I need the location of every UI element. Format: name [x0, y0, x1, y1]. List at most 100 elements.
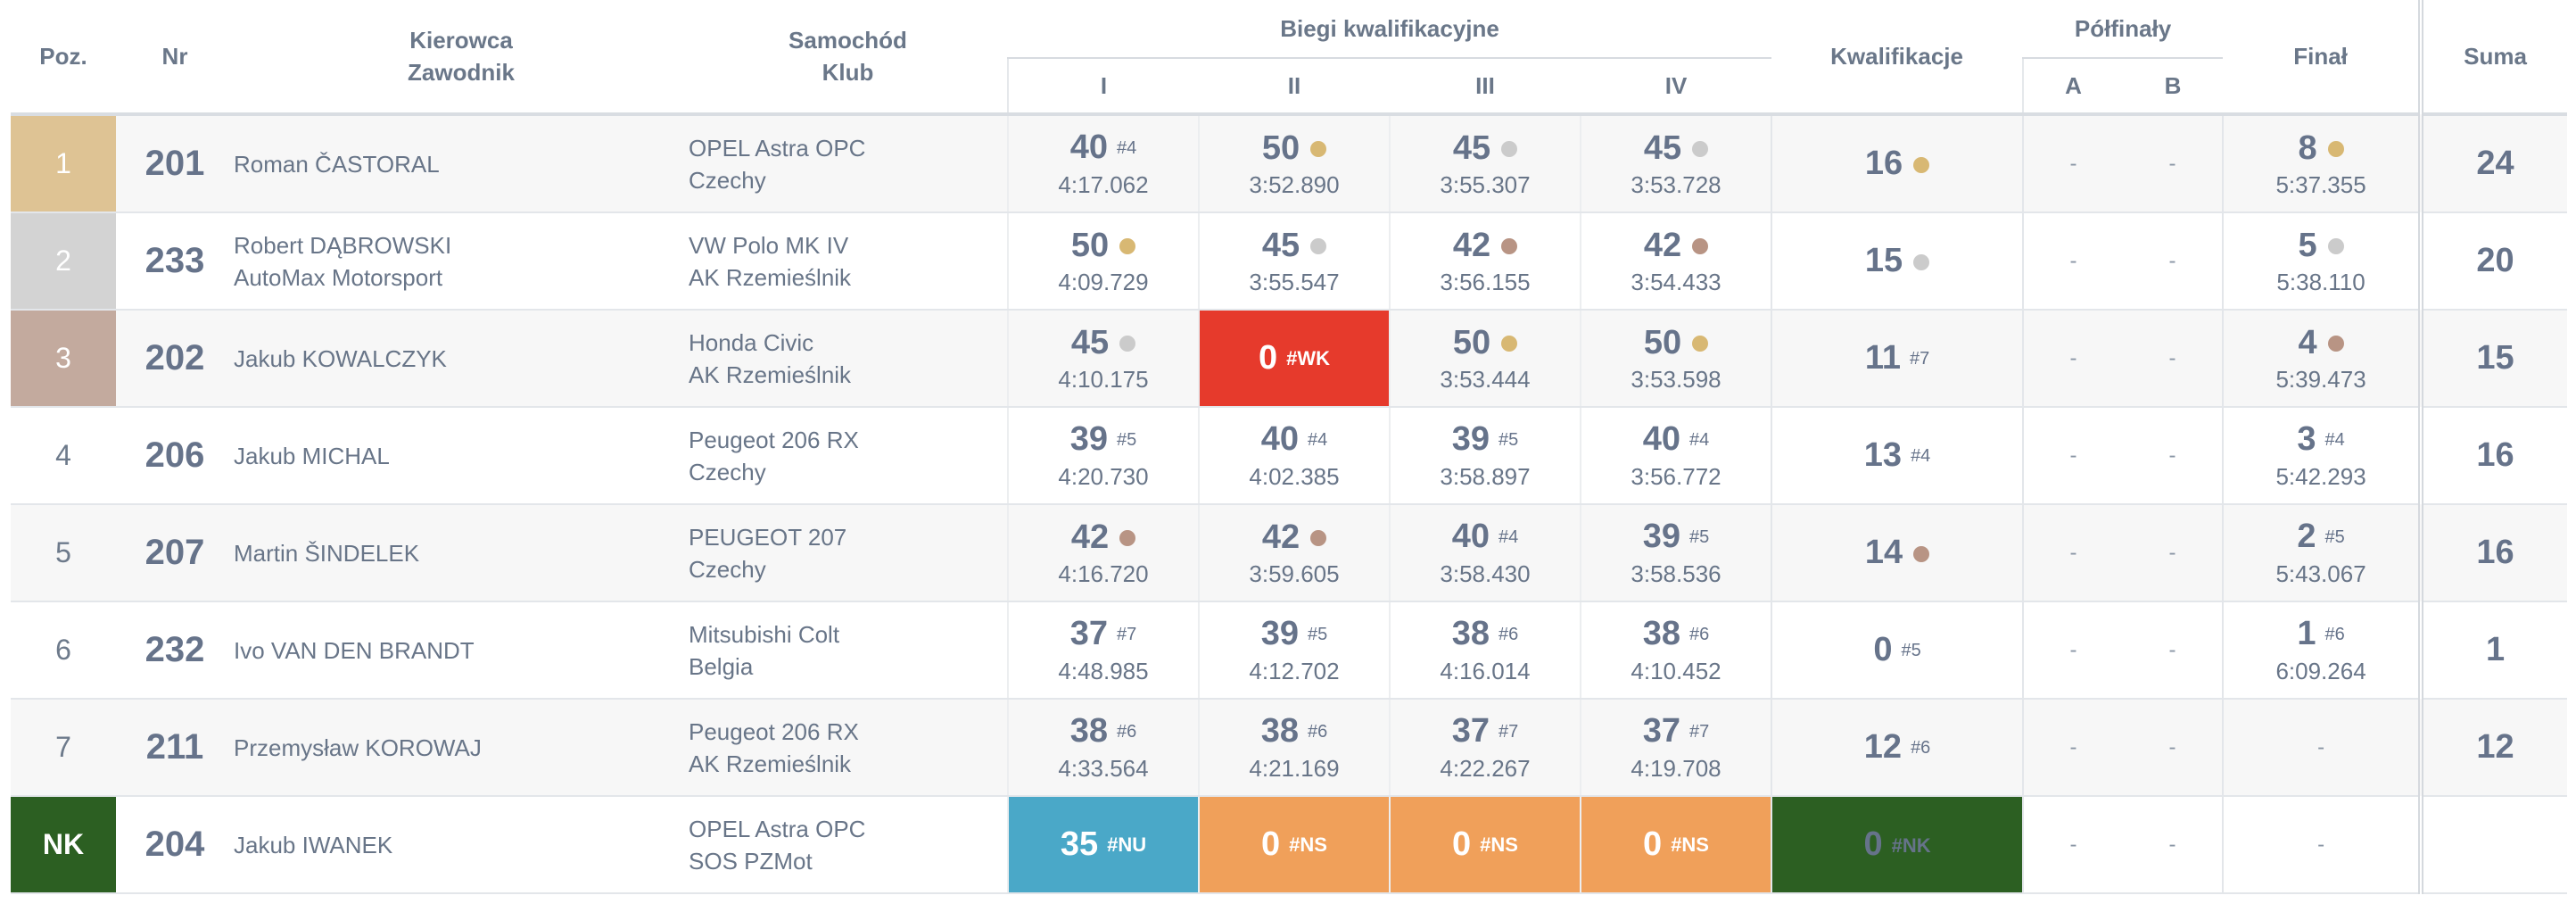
heat-result-3[interactable]: 37 #7 4:22.267 [1389, 699, 1581, 797]
header-sum[interactable]: Suma [2418, 0, 2568, 116]
header-driver[interactable]: Kierowca Zawodnik [234, 0, 689, 116]
position-cell: 2 [11, 212, 116, 311]
qualification-cell[interactable]: 0 #5 [1771, 601, 2024, 700]
qual-points-line: 0 #NK [1772, 825, 2022, 864]
final-cell[interactable]: 8 5:37.355 [2222, 114, 2422, 213]
car-club: AK Rzemieślnik [689, 750, 852, 777]
heat-result-3[interactable]: 40 #4 3:58.430 [1389, 504, 1581, 602]
header-heat-3[interactable]: III [1390, 58, 1581, 116]
heat-result-4[interactable]: 0 #NS [1579, 796, 1772, 894]
silver-medal-icon [2327, 238, 2344, 255]
final-cell[interactable]: 2 #5 5:43.067 [2222, 504, 2422, 602]
table-row[interactable]: 7 211 Przemysław KOROWAJ Peugeot 206 RX AK R… [11, 699, 2568, 797]
heat-result-1[interactable]: 37 #7 4:48.985 [1007, 601, 1199, 700]
heat-points-line: 50 [1200, 128, 1389, 169]
final-cell[interactable]: 3 #4 5:42.293 [2222, 407, 2422, 505]
heat-rank: #7 [1117, 625, 1137, 645]
heat-result-1[interactable]: 39 #5 4:20.730 [1007, 407, 1199, 505]
header-heat-4[interactable]: IV [1581, 58, 1772, 116]
heat-result-1[interactable]: 42 4:16.720 [1007, 504, 1199, 602]
heat-result-1[interactable]: 38 #6 4:33.564 [1007, 699, 1199, 797]
final-cell: - [2222, 699, 2422, 797]
header-heat-1[interactable]: I [1007, 58, 1199, 116]
heat-result-2[interactable]: 45 3:55.547 [1198, 212, 1390, 311]
heat-result-4[interactable]: 39 #5 3:58.536 [1579, 504, 1772, 602]
heat-result-1[interactable]: 45 4:10.175 [1007, 310, 1199, 408]
heat-result-2[interactable]: 0 #WK [1198, 310, 1390, 408]
header-nr[interactable]: Nr [116, 0, 234, 116]
heat-result-4[interactable]: 40 #4 3:56.772 [1579, 407, 1772, 505]
heat-result-4[interactable]: 45 3:53.728 [1579, 114, 1772, 213]
header-heat-2[interactable]: II [1199, 58, 1390, 116]
table-row[interactable]: 3 202 Jakub KOWALCZYK Honda Civic AK Rzemieś… [11, 310, 2568, 408]
heat-result-1[interactable]: 40 #4 4:17.062 [1007, 114, 1199, 213]
table-row[interactable]: NK 204 Jakub IWANEK OPEL Astra OPC SOS PZMot… [11, 796, 2568, 894]
heat-result-1[interactable]: 35 #NU [1007, 796, 1199, 894]
heat-points: 39 [1069, 419, 1109, 458]
heat-result-2[interactable]: 50 3:52.890 [1198, 114, 1390, 213]
heat-points-line: 45 [1200, 225, 1389, 266]
heat-result-2[interactable]: 39 #5 4:12.702 [1198, 601, 1390, 700]
header-pos[interactable]: Poz. [11, 0, 116, 116]
heat-result-3[interactable]: 50 3:53.444 [1389, 310, 1581, 408]
heat-result-3[interactable]: 45 3:55.307 [1389, 114, 1581, 213]
header-car[interactable]: Samochód Klub [689, 0, 1008, 116]
final-cell[interactable]: 5 5:38.110 [2222, 212, 2422, 311]
table-row[interactable]: 2 233 Robert DĄBROWSKI AutoMax Motorsport VW… [11, 212, 2568, 311]
heat-result-2[interactable]: 38 #6 4:21.169 [1198, 699, 1390, 797]
heat-time: 3:55.547 [1249, 268, 1340, 295]
heat-result-3[interactable]: 0 #NS [1389, 796, 1581, 894]
qualification-cell[interactable]: 14 [1771, 504, 2024, 602]
header-semi-b[interactable]: B [2123, 58, 2224, 116]
header-semi-a[interactable]: A [2022, 58, 2124, 116]
car-club: AK Rzemieślnik [689, 361, 852, 388]
heat-time: 3:54.433 [1631, 268, 1721, 295]
heat-result-2[interactable]: 0 #NS [1198, 796, 1390, 894]
qualification-cell[interactable]: 13 #4 [1771, 407, 2024, 505]
qualification-cell[interactable]: 11 #7 [1771, 310, 2024, 408]
final-rank: #6 [2324, 625, 2345, 645]
heat-points: 42 [1452, 226, 1491, 264]
heat-points-line: 38 #6 [1391, 613, 1580, 656]
header-final[interactable]: Finał [2223, 0, 2422, 116]
heat-result-3[interactable]: 42 3:56.155 [1389, 212, 1581, 311]
heat-result-2[interactable]: 40 #4 4:02.385 [1198, 407, 1390, 505]
qualification-cell[interactable]: 15 [1771, 212, 2024, 311]
heat-points-line: 0 #WK [1200, 337, 1389, 380]
table-row[interactable]: 1 201 Roman ČASTORAL OPEL Astra OPC Czechy 40… [11, 114, 2568, 213]
heat-result-2[interactable]: 42 3:59.605 [1198, 504, 1390, 602]
table-row[interactable]: 5 207 Martin ŠINDELEK PEUGEOT 207 Czechy 42 4:… [11, 504, 2568, 602]
driver-cell: Ivo VAN DEN BRANDT [234, 601, 689, 700]
table-row[interactable]: 4 206 Jakub MICHAL Peugeot 206 RX Czechy 39 #5… [11, 407, 2568, 505]
heat-rank: #5 [1117, 430, 1137, 451]
heat-rank: #6 [1689, 625, 1710, 645]
qualification-cell[interactable]: 12 #6 [1771, 699, 2024, 797]
driver-cell: Martin ŠINDELEK [234, 504, 689, 602]
heat-result-4[interactable]: 38 #6 4:10.452 [1579, 601, 1772, 700]
table-row[interactable]: 6 232 Ivo VAN DEN BRANDT Mitsubishi Colt Bel… [11, 601, 2568, 700]
final-cell[interactable]: 1 #6 6:09.264 [2222, 601, 2422, 700]
heat-result-4[interactable]: 37 #7 4:19.708 [1579, 699, 1772, 797]
heat-result-1[interactable]: 50 4:09.729 [1007, 212, 1199, 311]
final-cell[interactable]: 4 5:39.473 [2222, 310, 2422, 408]
driver-name: Ivo VAN DEN BRANDT [234, 636, 475, 664]
qualification-cell[interactable]: 0 #NK [1771, 796, 2024, 894]
qualification-cell[interactable]: 16 [1771, 114, 2024, 213]
heat-points-line: 0 #NS [1391, 824, 1580, 866]
heat-points: 37 [1451, 711, 1490, 750]
bronze-medal-icon [1119, 530, 1136, 547]
header-qual[interactable]: Kwalifikacje [1771, 0, 2024, 116]
driver-cell: Jakub IWANEK [234, 796, 689, 894]
heat-result-4[interactable]: 50 3:53.598 [1579, 310, 1772, 408]
heat-points-line: 0 #NS [1581, 824, 1771, 866]
final-points-line: 3 #4 [2224, 419, 2418, 461]
heat-result-4[interactable]: 42 3:54.433 [1579, 212, 1772, 311]
heat-result-3[interactable]: 38 #6 4:16.014 [1389, 601, 1581, 700]
heat-points: 37 [1069, 614, 1109, 652]
heat-points: 39 [1451, 419, 1490, 458]
header-driver-line2: Zawodnik [408, 59, 515, 86]
heat-rank: #4 [1499, 527, 1519, 548]
heat-points-line: 45 [1581, 128, 1771, 169]
heat-result-3[interactable]: 39 #5 3:58.897 [1389, 407, 1581, 505]
heat-time: 3:56.772 [1631, 463, 1721, 491]
